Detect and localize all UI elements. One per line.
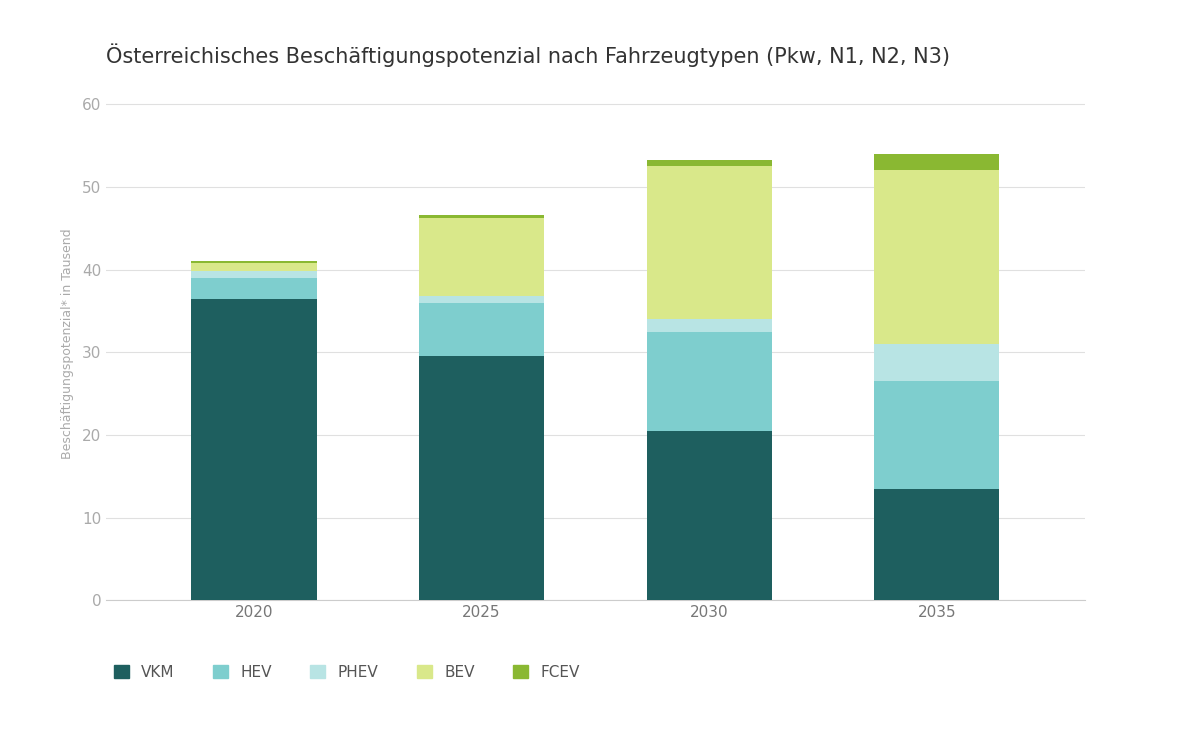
- Bar: [419, 217, 545, 296]
- Bar: [191, 263, 317, 272]
- Bar: [874, 171, 1000, 344]
- Bar: [419, 303, 545, 356]
- Bar: [874, 381, 1000, 489]
- Bar: [646, 332, 772, 431]
- Bar: [419, 296, 545, 303]
- Bar: [419, 215, 545, 217]
- Bar: [191, 278, 317, 299]
- Bar: [646, 160, 772, 166]
- Bar: [874, 344, 1000, 381]
- Bar: [874, 154, 1000, 171]
- Text: Österreichisches Beschäftigungspotenzial nach Fahrzeugtypen (Pkw, N1, N2, N3): Österreichisches Beschäftigungspotenzial…: [106, 43, 950, 67]
- Bar: [191, 299, 317, 600]
- Y-axis label: Beschäftigungspotenzial* in Tausend: Beschäftigungspotenzial* in Tausend: [60, 228, 73, 460]
- Bar: [646, 431, 772, 600]
- Bar: [191, 261, 317, 263]
- Bar: [191, 272, 317, 278]
- Bar: [646, 166, 772, 319]
- Bar: [419, 356, 545, 600]
- Bar: [646, 319, 772, 332]
- Legend: VKM, HEV, PHEV, BEV, FCEV: VKM, HEV, PHEV, BEV, FCEV: [113, 665, 580, 680]
- Bar: [874, 489, 1000, 600]
